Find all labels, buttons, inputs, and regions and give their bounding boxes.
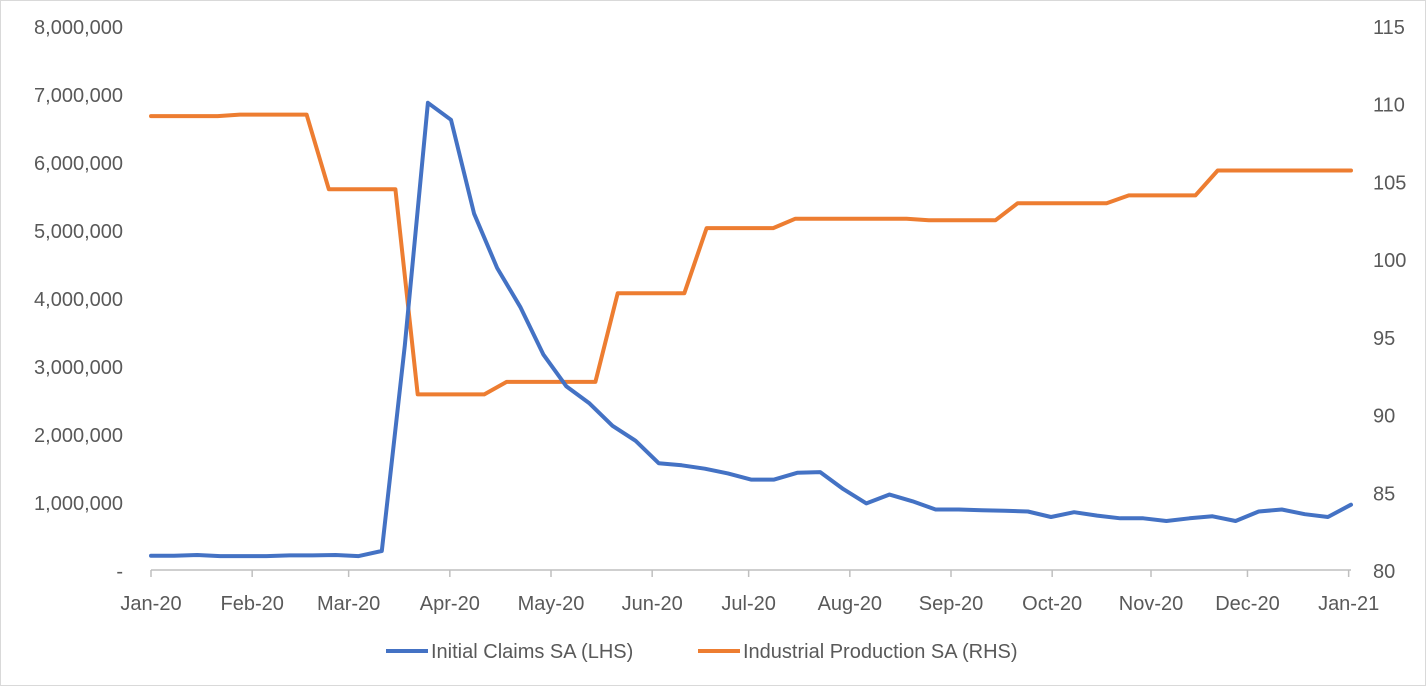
- left-tick-label: 8,000,000: [34, 17, 123, 39]
- legend-label: Initial Claims SA (LHS): [431, 641, 633, 663]
- x-tick-label: Nov-20: [1119, 593, 1183, 615]
- right-tick-label: 100: [1373, 250, 1406, 272]
- left-tick-label: 2,000,000: [34, 425, 123, 447]
- right-tick-label: 105: [1373, 172, 1406, 194]
- x-tick-label: Jan-21: [1318, 593, 1379, 615]
- x-tick-label: Sep-20: [919, 593, 984, 615]
- series-line-initial-claims: [149, 100, 1353, 559]
- legend-label: Industrial Production SA (RHS): [743, 641, 1018, 663]
- right-tick-label: 110: [1373, 95, 1405, 117]
- right-tick-label: 95: [1373, 328, 1395, 350]
- right-tick-label: 80: [1373, 561, 1395, 583]
- left-tick-label: 7,000,000: [34, 85, 123, 107]
- right-tick-label: 115: [1373, 17, 1405, 39]
- right-axis-ticks: 80 85 90 95 100 105 110 115: [1373, 17, 1406, 583]
- x-tick-label: May-20: [518, 593, 585, 615]
- x-tick-label: Jan-20: [120, 593, 181, 615]
- x-tick-label: Aug-20: [818, 593, 883, 615]
- left-tick-label: 3,000,000: [34, 357, 123, 379]
- x-tick-label: Feb-20: [220, 593, 283, 615]
- right-tick-label: 85: [1373, 483, 1395, 505]
- left-tick-label: 6,000,000: [34, 153, 123, 175]
- x-tick-label: Jul-20: [721, 593, 775, 615]
- right-tick-label: 90: [1373, 406, 1395, 428]
- x-tick-label: Mar-20: [317, 593, 380, 615]
- left-tick-label: -: [116, 561, 123, 583]
- series-layer: [149, 100, 1353, 559]
- x-tick-label: Oct-20: [1022, 593, 1082, 615]
- left-axis-ticks: - 1,000,000 2,000,000 3,000,000 4,000,000 5,0…: [34, 17, 123, 583]
- x-tick-label: Dec-20: [1215, 593, 1279, 615]
- x-axis: Jan-20 Feb-20 Mar-20 Apr-20 May-20 Jun-20 Jul-…: [120, 569, 1379, 615]
- legend: Initial Claims SA (LHS) Industrial Produc…: [386, 641, 1018, 663]
- left-tick-label: 1,000,000: [34, 493, 123, 515]
- x-tick-label: Jun-20: [622, 593, 683, 615]
- left-tick-label: 4,000,000: [34, 289, 123, 311]
- left-tick-label: 5,000,000: [34, 221, 123, 243]
- x-tick-label: Apr-20: [420, 593, 480, 615]
- series-line-industrial-production: [149, 112, 1353, 397]
